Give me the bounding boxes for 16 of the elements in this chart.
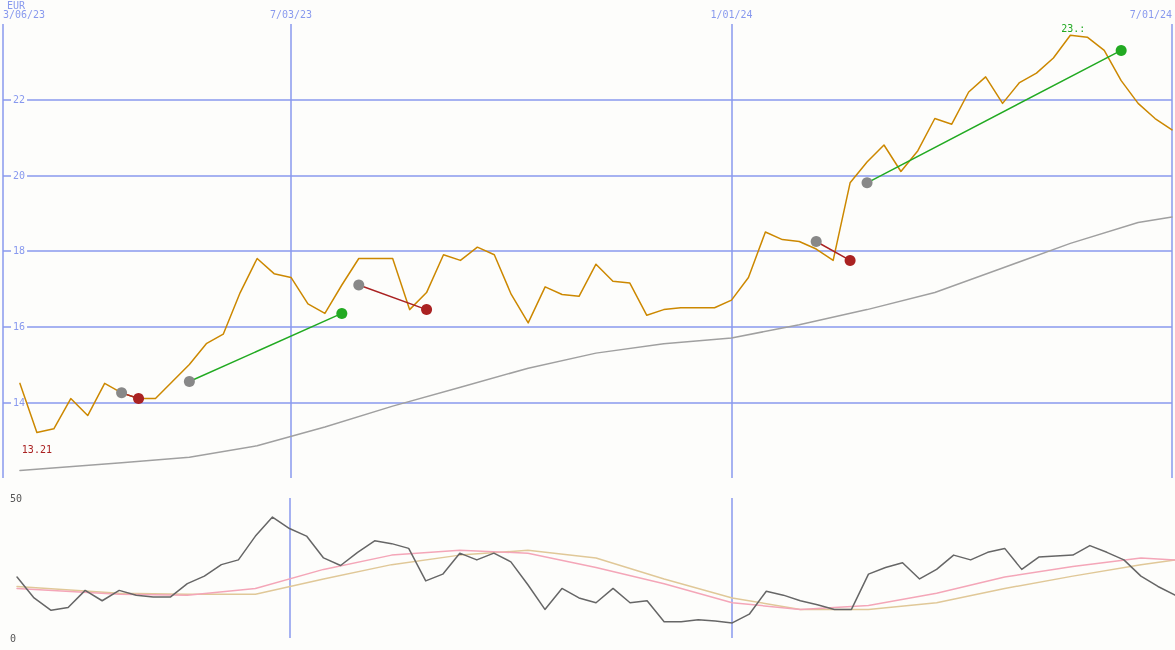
annotation: 13.21 <box>21 443 52 455</box>
y-axis-title: EUR <box>7 0 27 11</box>
y-tick-label: 16 <box>13 321 26 333</box>
annotation: 23.: <box>1061 22 1086 34</box>
x-tick-label: 7/03/23 <box>269 9 313 21</box>
y-tick-label: 22 <box>13 94 26 106</box>
line-series <box>16 549 1175 611</box>
y-tick-label: 14 <box>13 396 26 408</box>
x-tick-label: 7/01/24 <box>1129 9 1172 21</box>
y-tick-label: 50 <box>10 492 23 504</box>
y-tick-label: 0 <box>10 632 17 644</box>
y-tick-label: 18 <box>13 245 26 257</box>
x-tick-label: 3/06/23 <box>3 9 46 21</box>
y-tick-label: 20 <box>13 169 26 181</box>
line-series <box>16 516 1175 624</box>
x-tick-label: 1/01/24 <box>710 9 753 21</box>
